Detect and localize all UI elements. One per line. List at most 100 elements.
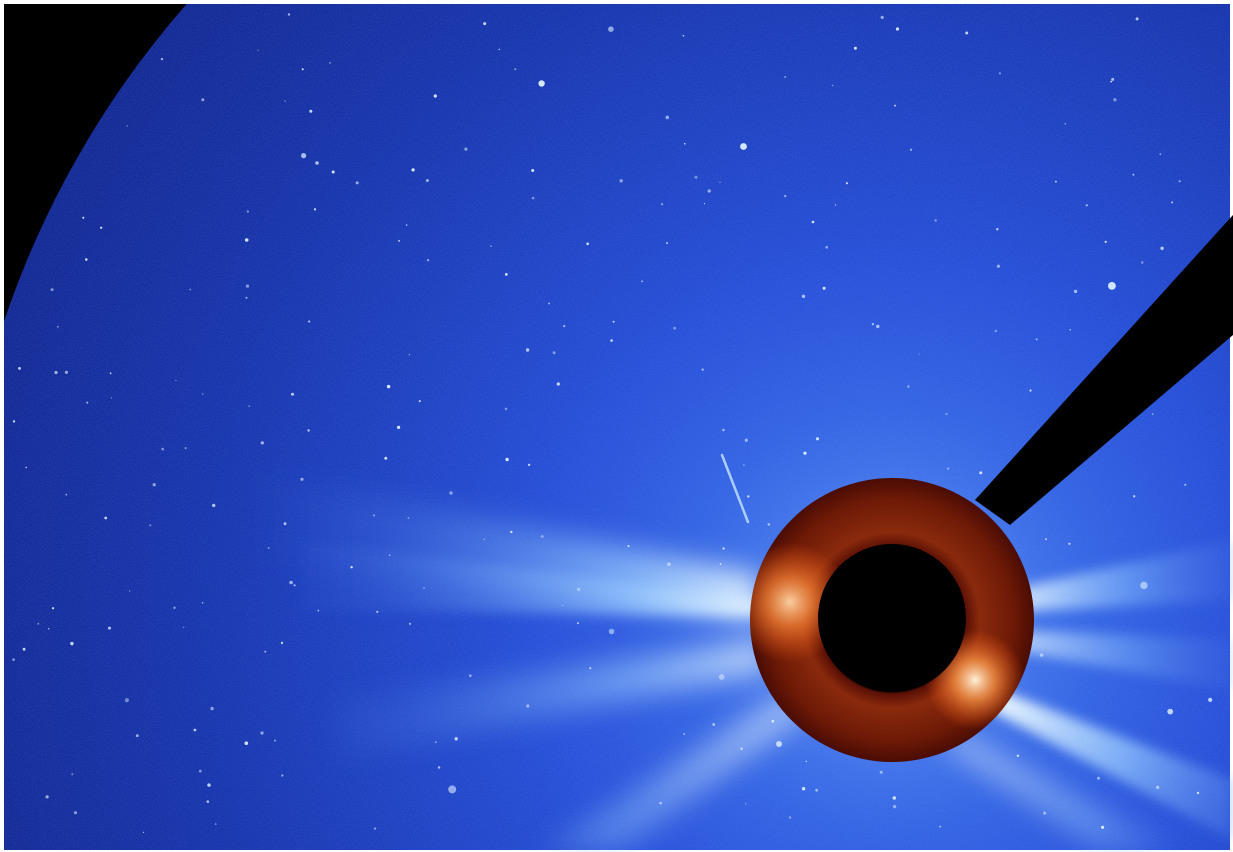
- star: [811, 220, 815, 224]
- star: [206, 800, 210, 803]
- star: [504, 273, 508, 276]
- star: [160, 57, 164, 61]
- star: [449, 491, 453, 495]
- star: [1069, 329, 1072, 331]
- field-of-view: [4, 4, 1233, 850]
- star: [610, 339, 613, 342]
- star: [744, 438, 748, 442]
- star: [994, 329, 997, 333]
- star: [45, 795, 49, 799]
- star: [149, 524, 152, 527]
- star: [244, 741, 249, 745]
- star: [104, 516, 108, 520]
- star: [37, 622, 40, 625]
- star: [308, 320, 311, 323]
- star: [745, 803, 747, 805]
- star: [1064, 123, 1066, 125]
- star: [879, 770, 883, 774]
- star: [1097, 776, 1100, 780]
- star: [313, 208, 317, 211]
- star: [260, 731, 264, 735]
- star: [1068, 542, 1071, 545]
- star: [82, 216, 85, 219]
- star: [244, 238, 249, 242]
- star: [1039, 653, 1044, 657]
- star: [527, 463, 531, 467]
- star: [608, 26, 614, 32]
- star: [215, 823, 217, 825]
- star: [376, 610, 379, 613]
- star: [260, 441, 264, 445]
- star: [998, 72, 1002, 75]
- star: [767, 523, 771, 526]
- star: [284, 100, 286, 102]
- star: [803, 451, 807, 455]
- star: [483, 538, 485, 540]
- star: [490, 245, 492, 247]
- star: [627, 545, 630, 548]
- star: [405, 224, 408, 226]
- star: [207, 783, 211, 787]
- star: [801, 787, 806, 791]
- star: [182, 626, 185, 629]
- star: [1171, 201, 1174, 204]
- star-field: [12, 13, 1213, 833]
- star: [281, 774, 284, 777]
- star: [1111, 77, 1115, 81]
- star: [1035, 338, 1038, 341]
- star: [722, 428, 725, 432]
- star: [248, 405, 251, 407]
- star: [834, 204, 837, 206]
- star: [300, 477, 304, 481]
- star: [996, 264, 1001, 268]
- star: [464, 147, 468, 151]
- star: [65, 493, 68, 496]
- star: [173, 606, 176, 609]
- star: [531, 169, 535, 172]
- star: [996, 228, 999, 231]
- star: [193, 728, 197, 732]
- star: [659, 801, 662, 805]
- star: [805, 760, 807, 763]
- star: [448, 785, 457, 794]
- star: [175, 379, 177, 382]
- streamer-right-upper: [1010, 540, 1233, 612]
- star: [329, 62, 331, 64]
- star: [743, 464, 745, 466]
- star: [100, 226, 103, 229]
- star: [871, 323, 875, 326]
- star: [947, 467, 950, 470]
- star: [740, 747, 743, 750]
- star: [51, 607, 55, 610]
- star: [526, 704, 530, 708]
- star: [309, 109, 313, 113]
- star: [895, 27, 900, 31]
- star: [189, 288, 192, 291]
- star: [135, 734, 139, 738]
- star: [418, 400, 421, 403]
- star: [1160, 246, 1164, 250]
- star: [1178, 180, 1181, 183]
- star: [373, 827, 377, 830]
- star: [771, 719, 775, 723]
- star: [577, 587, 581, 592]
- star: [198, 769, 202, 773]
- star: [694, 175, 698, 179]
- star: [945, 412, 948, 416]
- star: [48, 628, 50, 630]
- star: [1151, 413, 1154, 415]
- star: [784, 194, 787, 198]
- star: [307, 429, 310, 432]
- occulter-disk-icon: [750, 478, 1034, 762]
- star: [124, 698, 129, 703]
- star: [703, 203, 706, 205]
- star: [540, 535, 544, 538]
- star: [740, 143, 747, 150]
- coronal-streamers: [230, 470, 1233, 850]
- star: [918, 353, 920, 355]
- star: [434, 741, 437, 744]
- star: [853, 46, 857, 50]
- star: [1073, 289, 1078, 294]
